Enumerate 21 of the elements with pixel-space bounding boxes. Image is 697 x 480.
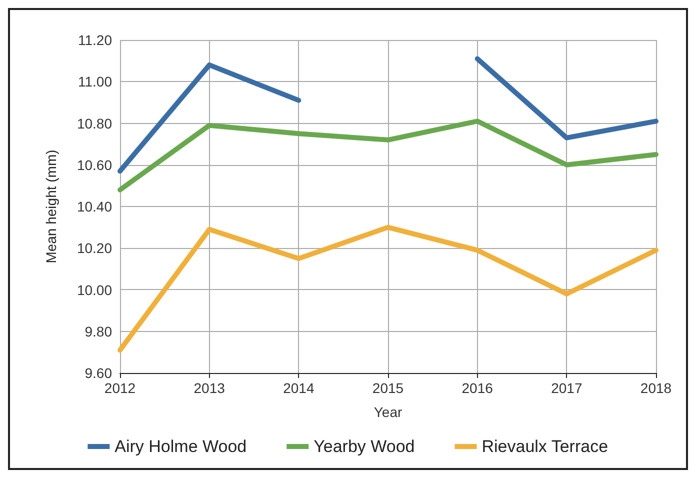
x-tick-label: 2013 <box>194 380 226 396</box>
x-tick-label: 2012 <box>104 380 136 396</box>
y-tick-label: 11.00 <box>78 74 112 90</box>
x-tick-label: 2015 <box>372 380 404 396</box>
y-tick-label: 10.40 <box>76 198 112 214</box>
x-tick-label: 2014 <box>283 380 314 396</box>
y-tick-label: 10.60 <box>76 156 112 173</box>
legend-label: Yearby Wood <box>314 437 415 456</box>
x-axis-title: Year <box>374 404 402 420</box>
y-tick-label: 9.80 <box>84 323 112 340</box>
y-tick-label: 10.20 <box>76 240 112 256</box>
y-tick-label: 10.80 <box>76 115 112 132</box>
y-tick-label: 10.00 <box>76 282 112 298</box>
y-tick-label: 9.60 <box>84 365 112 381</box>
x-tick-label: 2018 <box>640 380 672 396</box>
x-tick-label: 2017 <box>551 380 582 396</box>
y-tick-label: 11.20 <box>78 32 112 48</box>
legend-label: Rievaulx Terrace <box>482 437 608 456</box>
legend-label: Airy Holme Wood <box>114 437 247 456</box>
y-axis-title: Mean height (mm) <box>43 150 59 264</box>
x-tick-label: 2016 <box>462 380 494 396</box>
